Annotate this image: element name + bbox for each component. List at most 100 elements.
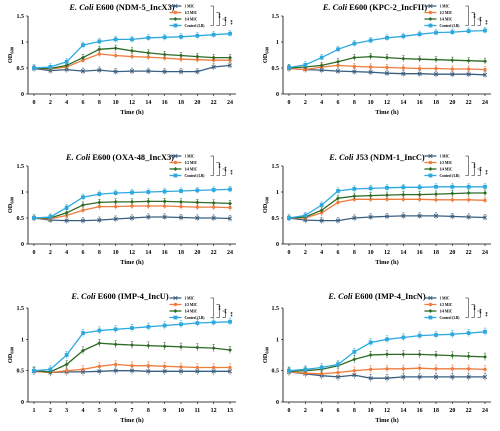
legend-marker — [173, 167, 178, 171]
data-point — [162, 56, 167, 60]
data-point — [352, 215, 357, 221]
data-point — [335, 218, 341, 223]
data-point — [64, 362, 69, 367]
data-point — [368, 376, 373, 381]
significance-bracket — [465, 5, 469, 26]
significance-label: ** — [227, 312, 232, 318]
y-tick-label: 1.5 — [272, 164, 280, 170]
series-control-lb- — [287, 27, 487, 71]
significance-label: ** — [215, 163, 220, 169]
legend-marker — [173, 3, 178, 9]
data-point — [385, 35, 389, 40]
x-tick-label: 10 — [113, 250, 119, 256]
legend-label: 1/2 MIC — [439, 161, 452, 165]
x-tick-label: 22 — [211, 100, 217, 106]
y-tick-label: 1 — [276, 337, 279, 343]
data-point — [417, 32, 422, 37]
significance-bracket — [210, 5, 214, 26]
data-point — [368, 193, 373, 198]
y-axis-label: OD600 — [262, 46, 270, 63]
x-tick-label: 3 — [65, 408, 68, 414]
significance-label: ** — [482, 170, 487, 176]
legend-marker — [428, 315, 433, 320]
y-tick-label: 0.5 — [17, 216, 25, 222]
data-point — [466, 374, 471, 380]
data-point — [385, 65, 389, 70]
data-point — [48, 215, 53, 219]
panel-title: E. Coli E600 (IMP-4_IncU) — [70, 292, 168, 301]
x-tick-label: 11 — [194, 408, 200, 414]
data-point — [401, 335, 406, 340]
legend-marker — [173, 302, 178, 307]
significance-label: ** — [470, 13, 475, 19]
significance-bracket — [222, 168, 226, 176]
data-point — [368, 367, 373, 372]
x-axis-label: Time (h) — [120, 109, 144, 116]
data-point — [303, 213, 308, 218]
y-axis-label-subscript: 600 — [265, 196, 270, 204]
data-point — [146, 343, 151, 348]
legend-label: 1 MIC — [184, 4, 194, 8]
data-point — [450, 191, 455, 196]
data-point — [352, 55, 357, 60]
data-point — [81, 203, 85, 207]
data-point — [368, 65, 373, 69]
significance-label: ** — [482, 312, 487, 318]
legend-marker — [428, 17, 433, 21]
y-axis-label: OD600 — [262, 346, 270, 363]
data-point — [211, 346, 216, 351]
x-tick-label: 6 — [82, 100, 85, 106]
data-point — [417, 57, 422, 62]
data-point — [228, 319, 232, 324]
data-point — [482, 72, 488, 77]
y-tick-label: 1.5 — [17, 306, 25, 312]
data-point — [113, 46, 118, 51]
data-point — [434, 184, 438, 189]
legend-marker — [173, 315, 178, 320]
data-point — [228, 205, 232, 210]
data-point — [385, 55, 389, 60]
series-1-2-mic — [32, 360, 232, 377]
legend-label: 1 MIC — [184, 296, 194, 300]
legend-label: 1/4 MIC — [439, 167, 452, 171]
data-point — [178, 215, 184, 220]
x-tick-label: 6 — [82, 250, 85, 256]
data-point — [483, 329, 487, 334]
series-control-lb- — [287, 183, 487, 222]
data-point — [130, 342, 134, 347]
data-point — [179, 199, 183, 204]
x-tick-label: 0 — [288, 100, 291, 106]
data-point — [482, 374, 488, 380]
x-tick-label: 6 — [337, 408, 340, 414]
x-tick-label: 2 — [304, 250, 307, 256]
data-point — [211, 32, 216, 37]
x-tick-label: 6 — [337, 250, 340, 256]
legend-marker — [173, 153, 178, 159]
x-tick-label: 16 — [417, 408, 423, 414]
data-point — [228, 55, 232, 60]
data-point — [81, 43, 85, 48]
data-point — [450, 72, 455, 77]
y-tick-label: 1 — [21, 40, 24, 46]
data-point — [319, 203, 324, 207]
series-1-mic — [286, 65, 488, 78]
legend-label: 1 MIC — [439, 296, 449, 300]
legend-label: 1 MIC — [439, 4, 449, 8]
data-point — [97, 328, 102, 333]
significance-bracket — [477, 310, 481, 318]
legend-marker — [173, 309, 178, 313]
y-axis-label: OD600 — [7, 346, 15, 363]
x-tick-label: 16 — [417, 100, 423, 106]
data-point — [228, 187, 232, 192]
significance-bracket — [477, 18, 481, 26]
data-point — [228, 201, 232, 206]
data-point — [179, 322, 183, 327]
significance-bracket — [465, 155, 469, 176]
x-tick-label: 0 — [33, 100, 36, 106]
data-point — [81, 208, 85, 212]
data-point — [195, 33, 200, 38]
series-control-lb- — [32, 186, 232, 222]
x-tick-label: 18 — [178, 100, 184, 106]
data-point — [335, 69, 341, 74]
x-tick-label: 10 — [368, 250, 374, 256]
